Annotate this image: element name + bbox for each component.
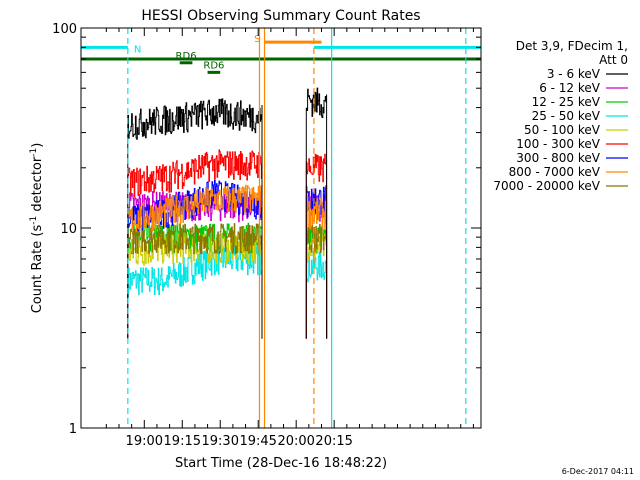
series-layer <box>127 87 328 339</box>
legend-header-2: Att 0 <box>599 53 628 67</box>
series-line-300-800-seg0 <box>127 179 263 339</box>
series-line-100-300-seg0 <box>127 149 263 339</box>
legend-label: 25 - 50 keV <box>532 109 601 123</box>
legend-label: 3 - 6 keV <box>547 67 601 81</box>
series-line-3-6-seg1 <box>305 87 328 339</box>
flag-label-rd6: RD6 <box>203 60 224 71</box>
x-tick-label: 20:00 <box>277 434 314 449</box>
legend-label: 100 - 300 keV <box>516 137 600 151</box>
series-line-100-300-seg1 <box>305 153 328 339</box>
flag-layer: N S RD6 RD6 <box>81 34 481 74</box>
legend-header-1: Det 3,9, FDecim 1, <box>516 39 628 53</box>
series-line-3-6-seg0 <box>127 98 263 339</box>
flag-label-n: N <box>134 44 141 55</box>
legend-label: 50 - 100 keV <box>524 123 601 137</box>
vline-layer <box>127 28 467 428</box>
y-axis-ticks: 1 10 100 <box>52 22 481 437</box>
x-tick-label: 20:15 <box>315 434 352 449</box>
series-line-50-100-seg0 <box>127 232 263 339</box>
legend-label: 300 - 800 keV <box>516 151 600 165</box>
legend-label: 7000 - 20000 keV <box>493 179 600 193</box>
x-tick-label: 19:45 <box>239 434 276 449</box>
series-line-800-7000-seg0 <box>127 184 263 339</box>
x-tick-label: 19:00 <box>126 434 163 449</box>
y-tick-label: 1 <box>69 422 77 437</box>
series-line-7000-20000-seg1 <box>305 223 328 339</box>
flag-label-rd6: RD6 <box>176 51 197 62</box>
x-axis-label: Start Time (28-Dec-16 18:48:22) <box>175 456 387 471</box>
legend-label: 6 - 12 keV <box>539 81 601 95</box>
y-axis-label: Count Rate (s-1 detector-1) <box>29 143 45 314</box>
x-tick-label: 19:30 <box>202 434 239 449</box>
series-line-25-50-seg1 <box>305 251 328 339</box>
flag-label-s: S <box>254 34 260 45</box>
legend-label: 12 - 25 keV <box>532 95 601 109</box>
series-line-7000-20000-seg0 <box>127 223 263 339</box>
y-tick-label: 10 <box>60 222 77 237</box>
chart-title: HESSI Observing Summary Count Rates <box>141 8 420 24</box>
y-tick-label: 100 <box>52 22 77 37</box>
series-line-800-7000-seg1 <box>305 197 328 339</box>
legend-label: 800 - 7000 keV <box>509 165 601 179</box>
x-tick-label: 19:15 <box>164 434 201 449</box>
x-axis-ticks: 19:00 19:15 19:30 19:45 20:00 20:15 <box>105 28 474 449</box>
series-line-50-100-seg1 <box>305 233 328 339</box>
print-timestamp: 6-Dec-2017 04:11 <box>561 467 634 476</box>
